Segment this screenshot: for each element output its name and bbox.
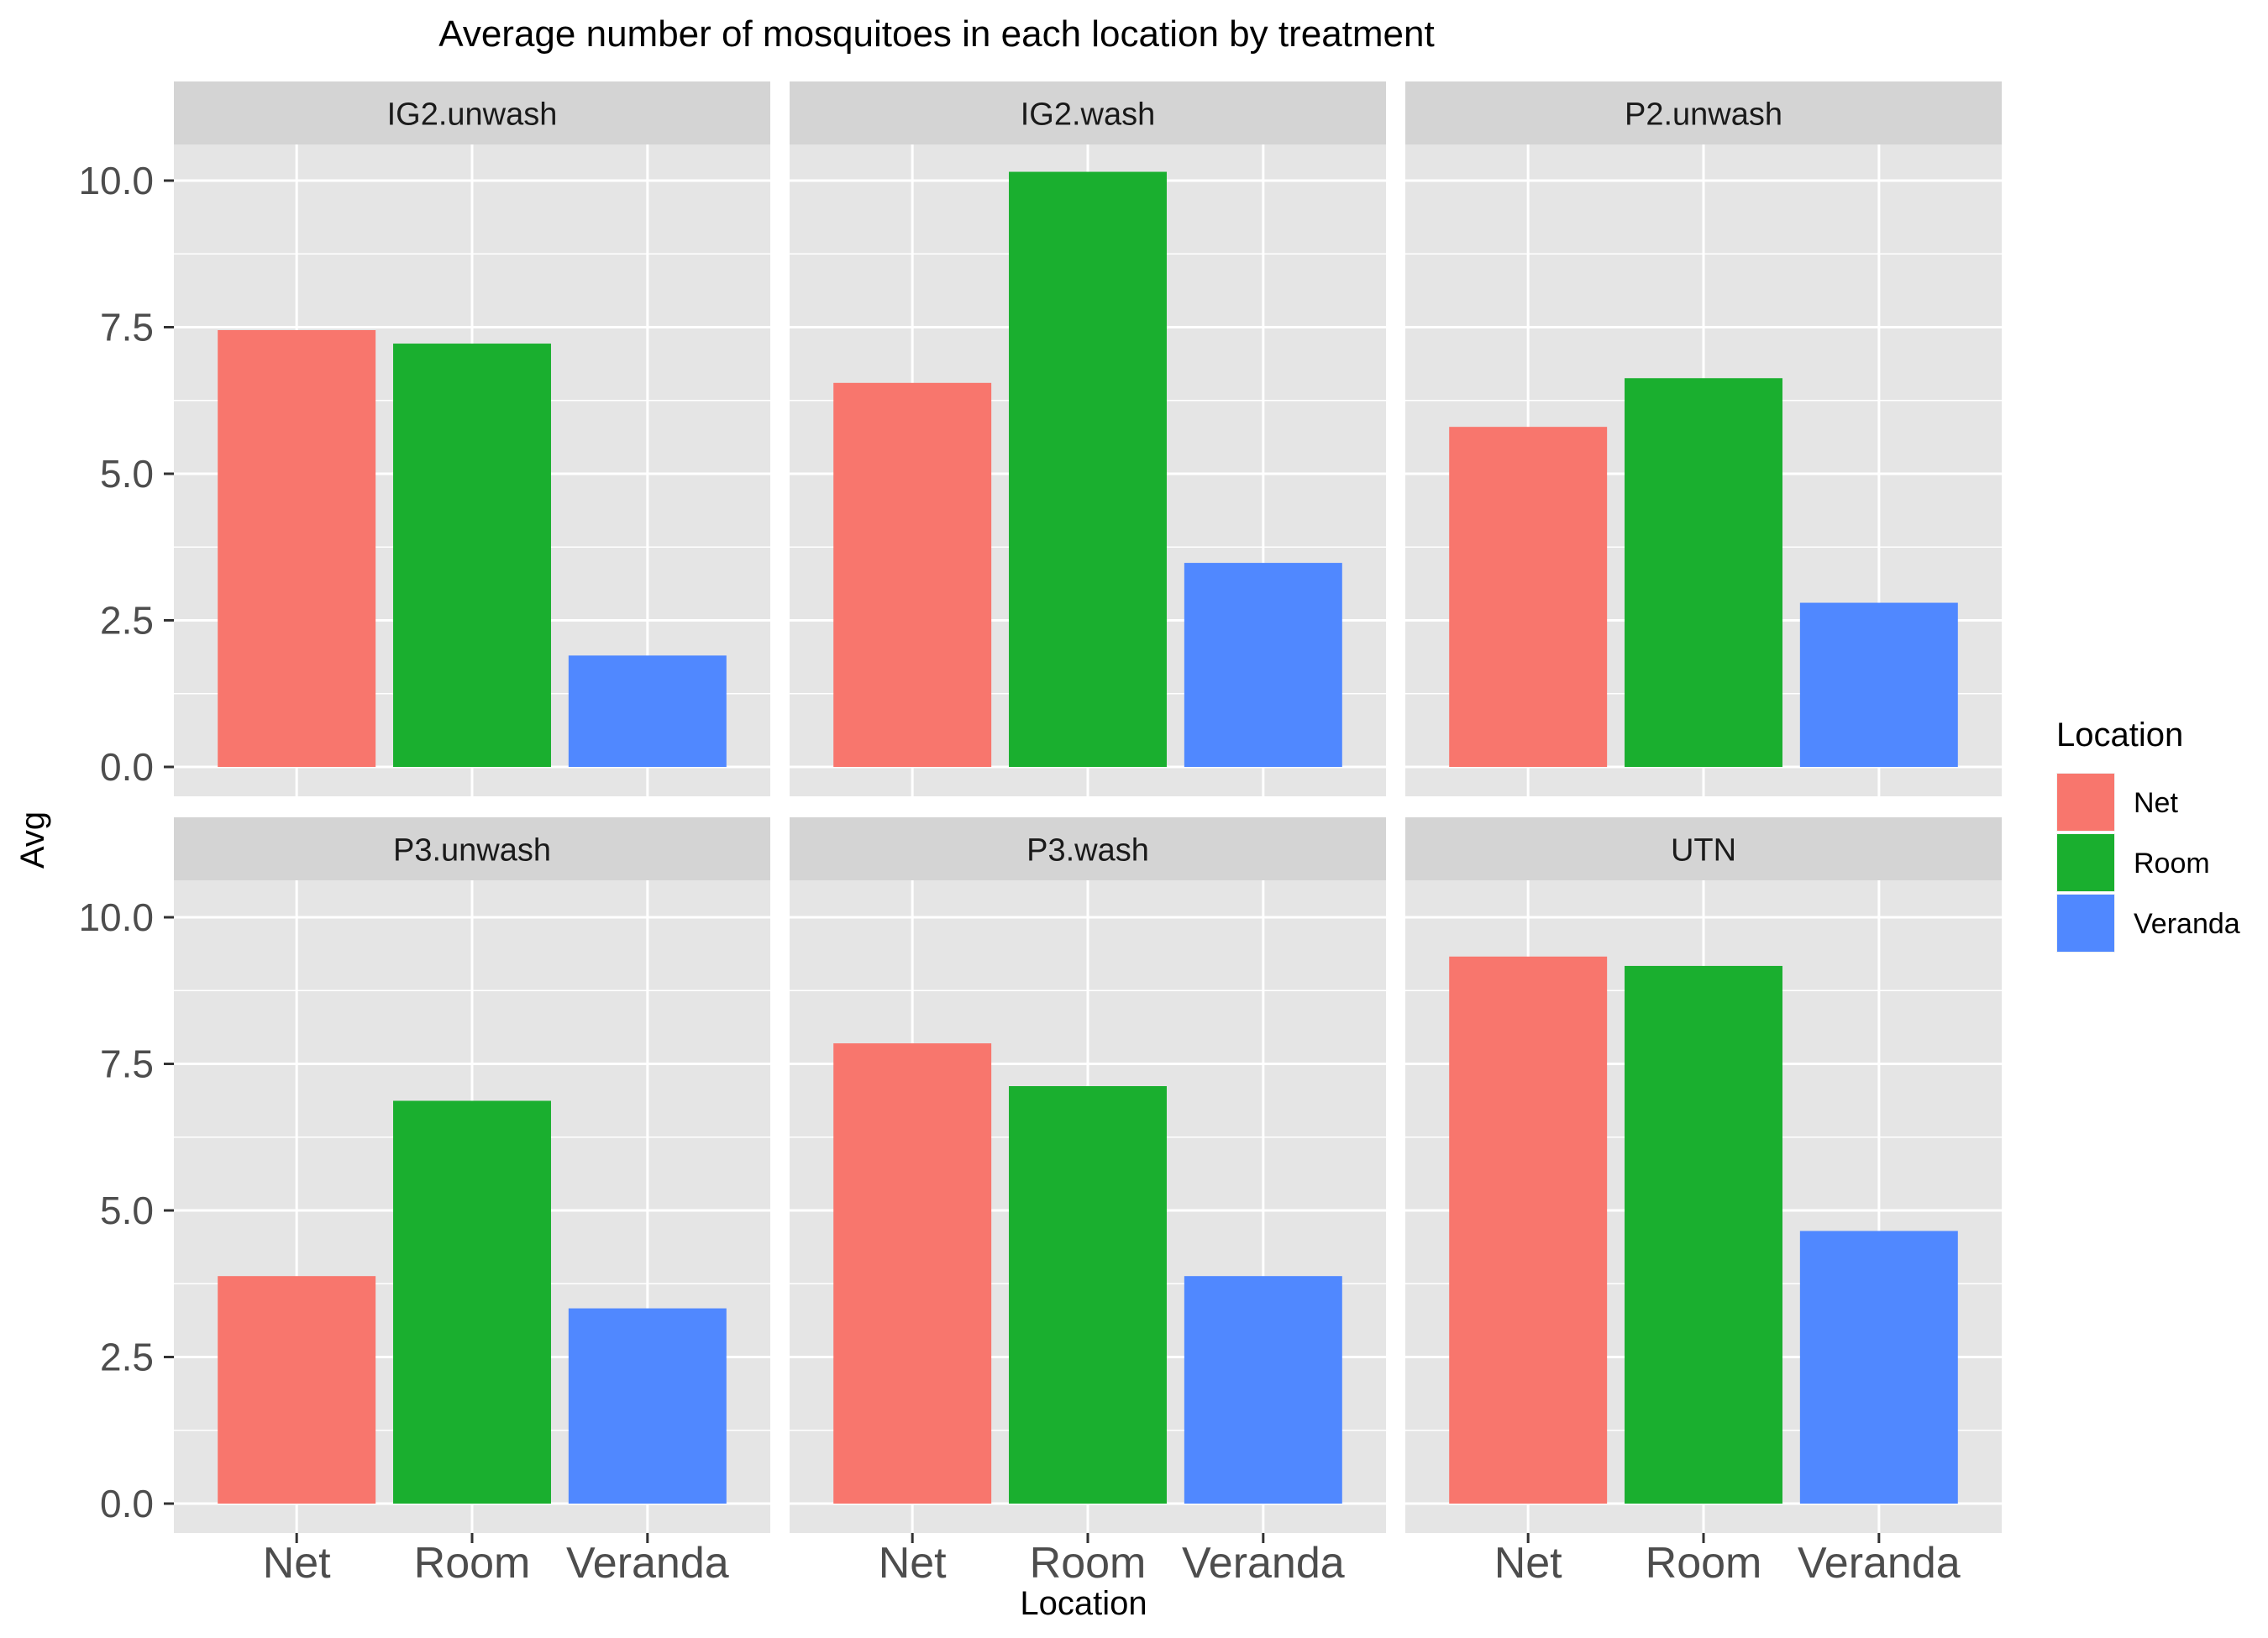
bar-P3.unwash-Veranda <box>568 1308 727 1504</box>
facet-panels: IG2.unwash IG2.wash P2.unwash P3.unwash P3.w… <box>174 81 2002 1533</box>
bar-P2.unwash-Room <box>1625 378 1782 767</box>
y-tick-label: 2.5 <box>100 1336 154 1379</box>
y-axis-label: Avg <box>14 811 51 869</box>
facet-UTN: UTN <box>1405 817 2002 1533</box>
bar-IG2.unwash-Room <box>393 344 551 767</box>
bar-P3.wash-Net <box>833 1043 992 1504</box>
y-axis-row-2: 0.0 2.5 5.0 7.5 10.0 <box>78 895 174 1525</box>
y-tick-label: 7.5 <box>100 306 154 349</box>
y-axis-row-1: 0.0 2.5 5.0 7.5 10.0 <box>78 159 174 789</box>
facet-strip-label: UTN <box>1671 833 1736 869</box>
legend-label: Room <box>2134 848 2210 879</box>
facet-IG2.unwash: IG2.unwash <box>174 81 770 796</box>
x-tick-label: Veranda <box>1182 1539 1345 1588</box>
legend-label: Net <box>2134 787 2178 819</box>
bar-UTN-Room <box>1625 965 1782 1504</box>
facet-strip-label: IG2.unwash <box>387 97 558 133</box>
bar-IG2.wash-Room <box>1009 171 1167 767</box>
bar-P3.wash-Room <box>1009 1086 1167 1504</box>
legend-title: Location <box>2056 717 2183 753</box>
y-tick-label: 0.0 <box>100 1482 154 1525</box>
bar-IG2.unwash-Veranda <box>568 655 727 767</box>
bar-P2.unwash-Net <box>1449 427 1608 767</box>
bar-P3.wash-Veranda <box>1184 1276 1342 1504</box>
facet-strip <box>1405 81 2002 144</box>
facet-strip-label: P3.wash <box>1026 833 1149 869</box>
x-tick-label: Net <box>879 1539 947 1588</box>
facet-IG2.wash: IG2.wash <box>790 81 1386 796</box>
facet-strip <box>790 81 1386 144</box>
facet-strip-label: IG2.wash <box>1021 97 1156 133</box>
y-axes: 0.0 2.5 5.0 7.5 10.0 0.0 2.5 5.0 7.5 10.0 <box>78 159 174 1525</box>
bar-UTN-Veranda <box>1799 1231 1958 1504</box>
facet-strip <box>174 817 770 880</box>
y-tick-label: 10.0 <box>78 159 154 202</box>
bar-IG2.wash-Net <box>833 382 992 767</box>
y-tick-label: 10.0 <box>78 895 154 939</box>
legend-label: Veranda <box>2134 908 2240 940</box>
bar-IG2.unwash-Net <box>218 329 376 767</box>
y-tick-label: 5.0 <box>100 452 154 496</box>
legend-swatch-room <box>2057 834 2114 891</box>
chart-title: Average number of mosquitoes in each loc… <box>438 13 1434 55</box>
x-tick-label: Veranda <box>566 1539 729 1588</box>
bar-IG2.wash-Veranda <box>1184 563 1342 767</box>
bar-UTN-Net <box>1449 956 1608 1504</box>
bar-P3.unwash-Net <box>218 1276 376 1504</box>
bar-P3.unwash-Room <box>393 1100 551 1504</box>
facet-P2.unwash: P2.unwash <box>1405 81 2002 796</box>
x-tick-label: Room <box>1030 1539 1147 1588</box>
facet-P3.unwash: P3.unwash <box>174 817 770 1533</box>
y-tick-label: 0.0 <box>100 745 154 789</box>
facet-strip <box>790 817 1386 880</box>
x-tick-label: Net <box>263 1539 331 1588</box>
legend-swatch-veranda <box>2057 895 2114 952</box>
x-axis-label: Location <box>1020 1585 1147 1622</box>
y-tick-label: 5.0 <box>100 1189 154 1232</box>
x-tick-label: Room <box>414 1539 531 1588</box>
facet-strip-label: P2.unwash <box>1625 97 1782 133</box>
facet-strip <box>174 81 770 144</box>
x-tick-label: Veranda <box>1798 1539 1961 1588</box>
y-tick-label: 7.5 <box>100 1042 154 1086</box>
legend: Location Net Room Veranda <box>2056 717 2240 953</box>
bar-P2.unwash-Veranda <box>1799 602 1958 767</box>
y-tick-label: 2.5 <box>100 599 154 643</box>
x-tick-label: Net <box>1494 1539 1562 1588</box>
x-axis: Net Room Veranda Net Room Veranda Net Room Veran… <box>263 1533 1961 1588</box>
legend-swatch-net <box>2057 774 2114 831</box>
facet-P3.wash: P3.wash <box>790 817 1386 1533</box>
facet-strip-label: P3.unwash <box>393 833 551 869</box>
x-tick-label: Room <box>1646 1539 1762 1588</box>
facet-strip <box>1405 817 2002 880</box>
